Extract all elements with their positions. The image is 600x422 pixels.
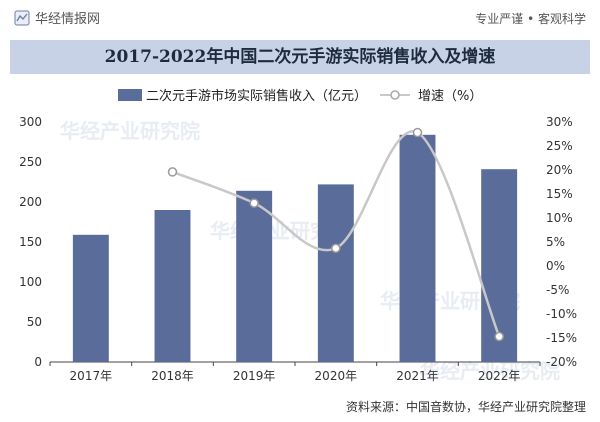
legend-line-label: 增速（%） bbox=[418, 89, 482, 104]
x-category-label: 2020年 bbox=[315, 369, 358, 383]
y-right-tick-label: 10% bbox=[546, 211, 573, 225]
y-right-tick-label: 20% bbox=[546, 163, 573, 177]
x-category-label: 2019年 bbox=[233, 369, 276, 383]
brand-name: 华经情报网 bbox=[35, 12, 101, 27]
y-left-tick-label: 0 bbox=[34, 355, 42, 369]
y-left-tick-label: 50 bbox=[27, 315, 42, 329]
y-right-tick-label: -15% bbox=[546, 331, 577, 345]
brand: 华经情报网 bbox=[14, 8, 100, 27]
growth-line bbox=[172, 130, 501, 338]
y-right-tick-label: -10% bbox=[546, 307, 577, 321]
y-left-tick-label: 150 bbox=[19, 235, 42, 249]
bar-2022年 bbox=[481, 169, 518, 362]
source-note: 资料来源：中国音数协，华经产业研究院整理 bbox=[345, 400, 586, 414]
legend-bar-label: 二次元手游市场实际销售收入（亿元） bbox=[146, 88, 367, 104]
y-right-tick-label: -5% bbox=[546, 283, 569, 297]
bar-2020年 bbox=[317, 184, 354, 362]
top-bar: 华经情报网 专业严谨 • 客观科学 bbox=[0, 0, 600, 34]
chart-title: 2017-2022年中国二次元手游实际销售收入及增速 bbox=[104, 47, 496, 67]
x-category-label: 2022年 bbox=[478, 369, 521, 383]
legend-line-marker bbox=[390, 90, 400, 100]
bar-2018年 bbox=[154, 210, 191, 362]
bar-2017年 bbox=[72, 234, 109, 362]
y-right-tick-label: 5% bbox=[546, 235, 565, 249]
y-right-tick-label: 30% bbox=[546, 115, 573, 129]
brand-logo-icon bbox=[14, 10, 30, 25]
x-category-label: 2018年 bbox=[151, 369, 194, 383]
y-right-tick-label: 0% bbox=[546, 259, 565, 273]
legend-bar-swatch bbox=[118, 89, 142, 101]
growth-point-2020年 bbox=[331, 243, 341, 253]
growth-point-2022年 bbox=[494, 331, 504, 342]
y-left-tick-label: 100 bbox=[19, 275, 42, 289]
title-band: 2017-2022年中国二次元手游实际销售收入及增速 bbox=[10, 40, 590, 74]
x-category-label: 2021年 bbox=[396, 369, 439, 383]
x-category-label: 2017年 bbox=[70, 369, 113, 383]
watermark-text: 华经产业研究院 bbox=[420, 359, 560, 383]
y-left-tick-label: 300 bbox=[19, 115, 42, 129]
y-right-tick-label: 15% bbox=[546, 187, 573, 201]
y-left-tick-label: 200 bbox=[19, 195, 42, 209]
bar-2019年 bbox=[236, 190, 273, 362]
growth-point-2021年 bbox=[412, 127, 423, 138]
y-left-tick-label: 250 bbox=[19, 155, 42, 169]
watermark-text: 华经产业研究院 bbox=[60, 119, 200, 143]
y-right-tick-label: -20% bbox=[546, 355, 577, 369]
growth-point-2018年 bbox=[167, 167, 178, 177]
bar-2021年 bbox=[399, 134, 436, 362]
growth-point-2019年 bbox=[249, 198, 259, 208]
chart: 华经产业研究院华经产业研究院华经产业研究院华经产业研究院二次元手游市场实际销售收… bbox=[19, 88, 577, 383]
tagline: 专业严谨 • 客观科学 bbox=[475, 12, 586, 26]
y-right-tick-label: 25% bbox=[546, 139, 573, 153]
